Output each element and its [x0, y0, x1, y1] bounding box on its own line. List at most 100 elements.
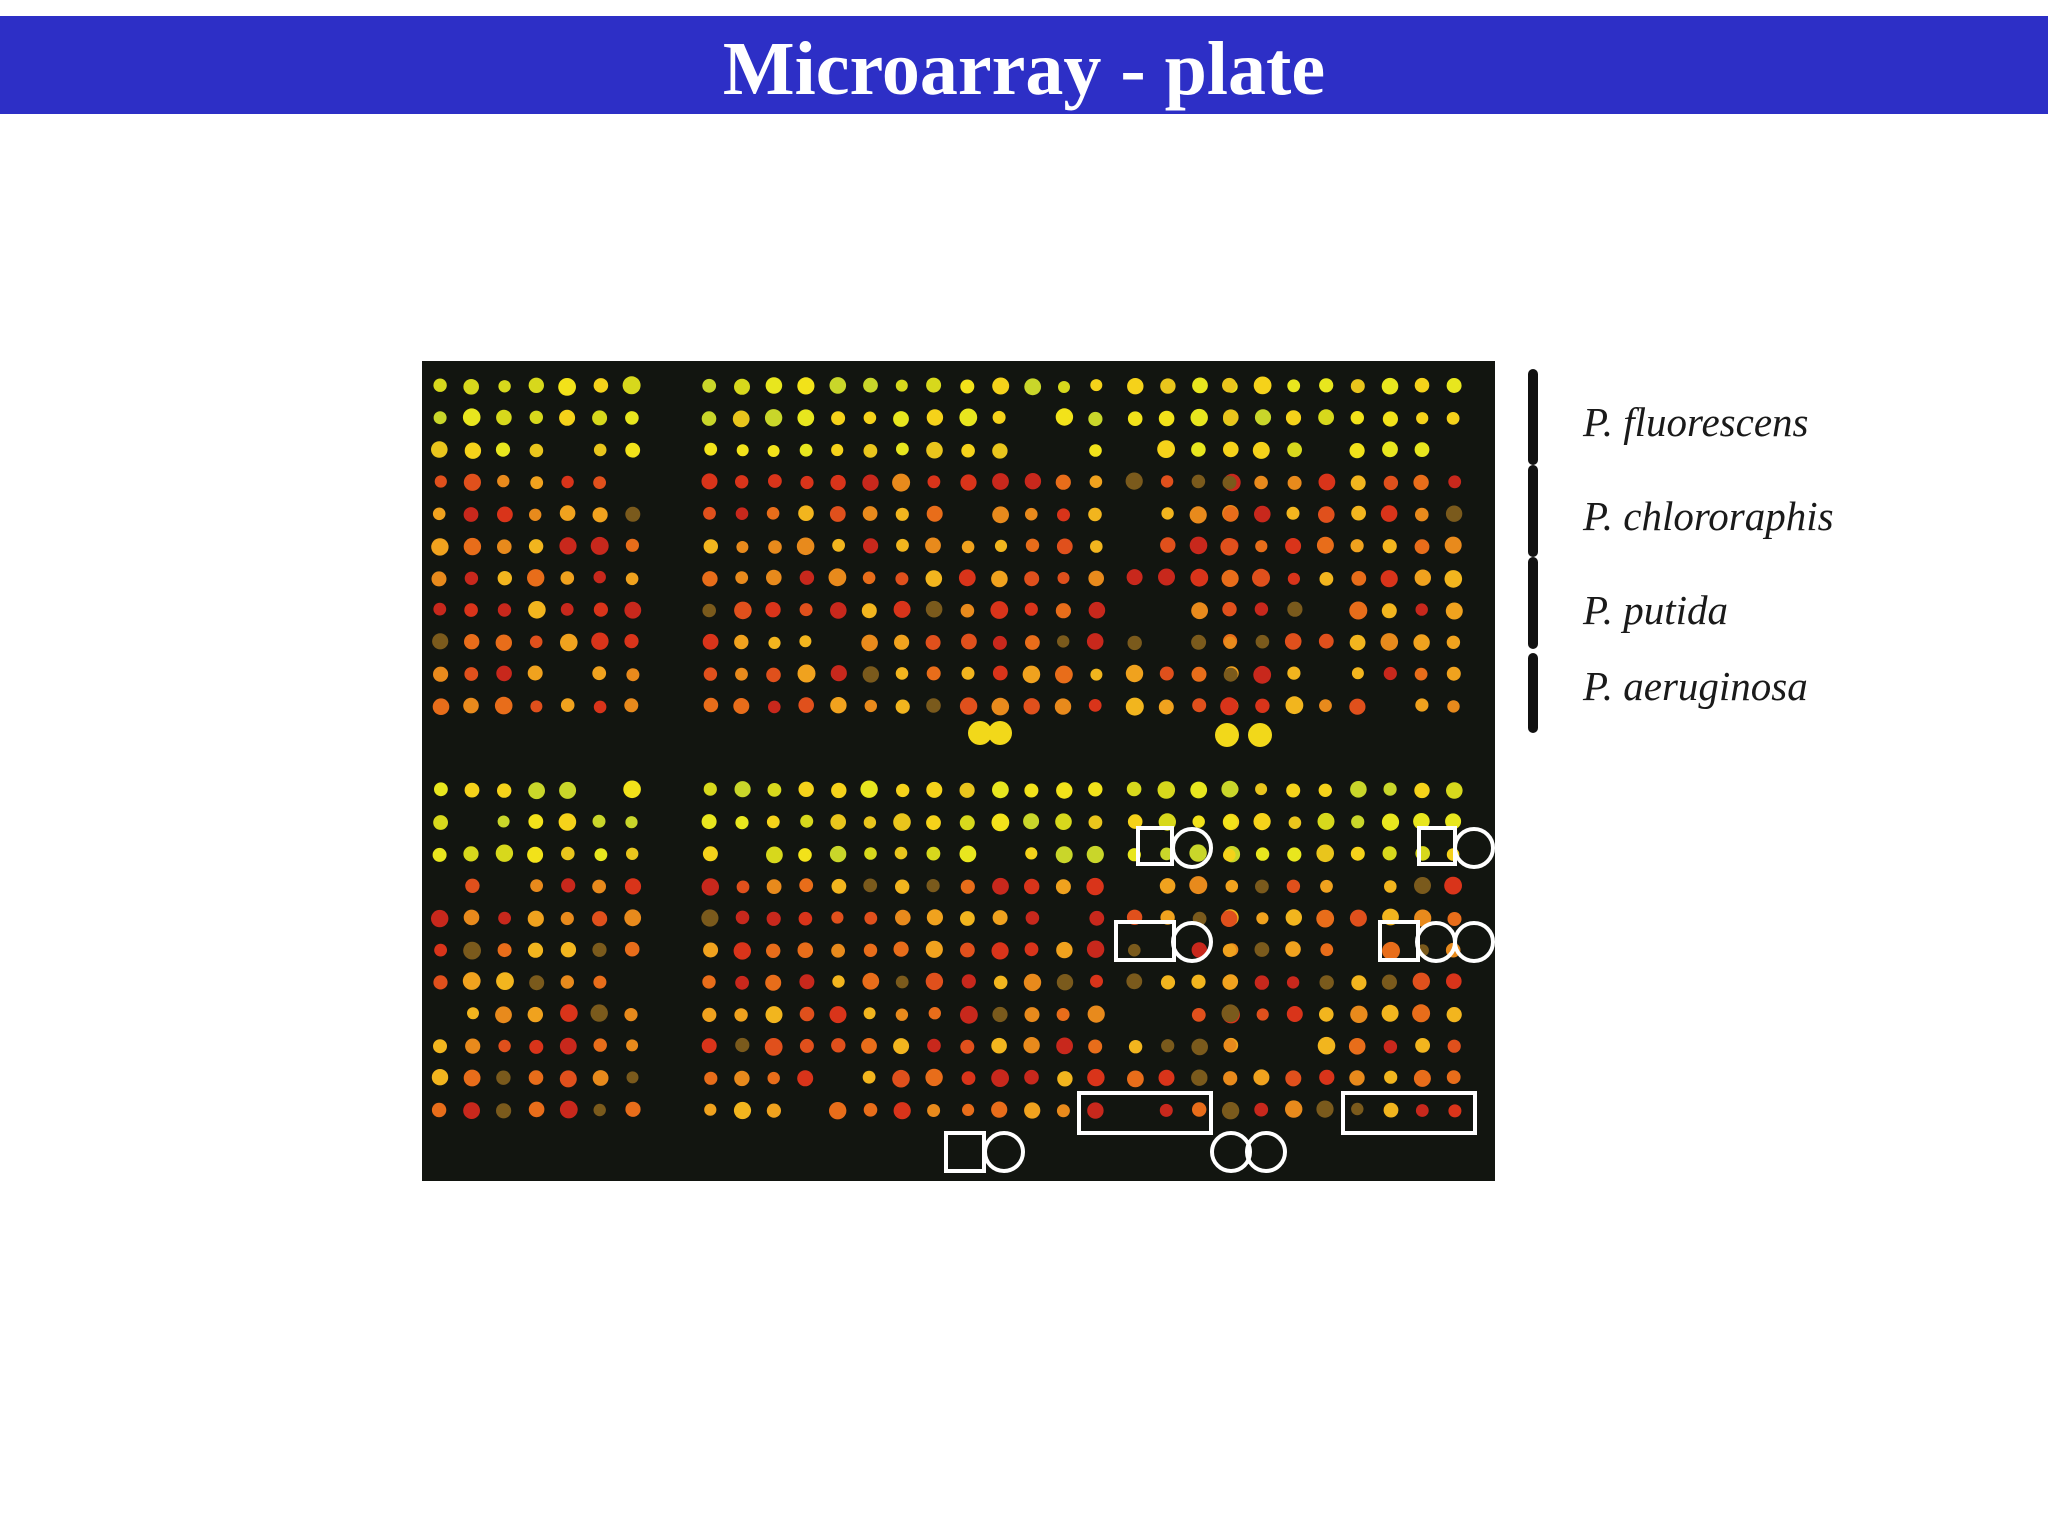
spot-547 [1192, 815, 1205, 828]
spot-659 [1351, 1102, 1364, 1116]
spot-303 [1222, 602, 1237, 617]
spot-512 [991, 942, 1009, 960]
spot-155 [768, 700, 781, 714]
spot-28 [497, 506, 513, 523]
spot-355 [624, 878, 642, 895]
spot-6 [622, 376, 641, 395]
spot-278 [1448, 475, 1462, 489]
spot-394 [592, 1070, 609, 1086]
spot-486 [893, 1102, 911, 1120]
spot-30 [559, 505, 576, 521]
spot-245 [1125, 697, 1144, 716]
spot-399 [528, 1101, 545, 1118]
spot-302 [1444, 570, 1463, 588]
spot-127 [862, 571, 876, 585]
spot-351 [465, 878, 480, 893]
spot-279 [1223, 506, 1239, 522]
spot-301 [1414, 569, 1432, 586]
spot-106 [703, 506, 716, 520]
spot-50 [528, 601, 546, 619]
spot-431 [863, 878, 878, 893]
highlight-circle [1171, 827, 1213, 869]
spot-20 [434, 475, 447, 488]
spot-322 [1383, 666, 1397, 681]
spot-591 [1317, 812, 1335, 830]
spot-294 [1444, 536, 1462, 554]
highlight-markers [944, 826, 1495, 1173]
spot-649 [1285, 1070, 1302, 1087]
spot-178 [992, 506, 1009, 524]
spot-596 [1223, 848, 1236, 862]
spot-70 [530, 700, 543, 713]
spot-604 [1255, 879, 1269, 894]
spot-103 [862, 474, 879, 491]
spot-74 [702, 378, 717, 393]
spot-442 [703, 942, 719, 958]
spot-553 [1159, 878, 1176, 894]
spot-640 [1446, 1007, 1462, 1023]
spot-346 [495, 844, 514, 862]
spot-134 [830, 602, 847, 619]
spot-25 [593, 476, 606, 489]
spot-455 [862, 972, 880, 990]
spot-430 [831, 878, 847, 894]
spot-500 [1055, 846, 1073, 864]
spot-385 [529, 1039, 544, 1054]
spot-172 [1089, 444, 1102, 457]
spot-313 [1318, 633, 1334, 649]
spot-491 [1056, 782, 1073, 799]
spot-247 [1192, 698, 1207, 713]
spot-10 [529, 410, 543, 424]
spot-102 [830, 474, 846, 491]
spot-234 [1158, 568, 1175, 586]
spot-42 [497, 571, 512, 586]
spot-629 [1351, 975, 1367, 991]
spot-75 [734, 378, 750, 395]
spot-286 [1445, 505, 1463, 522]
spot-92 [767, 445, 780, 457]
spot-136 [893, 600, 911, 618]
spot-59 [591, 632, 609, 650]
spot-334 [497, 783, 512, 798]
slide-title: Microarray - plate [722, 27, 1326, 111]
spot-427 [736, 880, 750, 894]
spot-443 [733, 942, 751, 960]
spot-592 [1351, 815, 1365, 829]
spot-380 [590, 1004, 608, 1022]
spot-314 [1349, 634, 1366, 651]
spot-569 [1128, 1040, 1143, 1054]
spot-641 [1223, 1039, 1237, 1052]
spot-216 [1127, 411, 1143, 427]
spot-545 [1127, 814, 1143, 829]
spot-3 [528, 377, 544, 393]
spot-584 [1350, 781, 1367, 798]
spot-218 [1190, 408, 1208, 427]
spot-420 [766, 846, 783, 864]
spot-191 [1088, 570, 1104, 587]
spot-438 [831, 911, 844, 924]
spot-539 [1056, 1104, 1070, 1118]
spot-145 [703, 667, 718, 681]
spot-161 [960, 379, 975, 394]
spot-634 [1256, 1008, 1269, 1021]
spot-567 [1191, 1008, 1206, 1022]
legend-label-putida: P. putida [1583, 587, 1729, 633]
highlight-box [1341, 1091, 1477, 1135]
spot-538 [1024, 1102, 1041, 1119]
legend-label-fluorescens: P. fluorescens [1583, 399, 1809, 445]
spot-397 [463, 1102, 480, 1119]
spot-406 [798, 781, 814, 797]
spot-639 [1412, 1004, 1431, 1023]
spot-515 [1086, 940, 1105, 958]
spot-318 [1223, 667, 1238, 682]
spot-518 [1023, 973, 1042, 992]
spot-80 [895, 379, 908, 392]
spot-642 [1317, 1036, 1336, 1055]
spot-631 [1412, 972, 1431, 990]
spot-404 [734, 781, 751, 798]
spot-263 [1416, 412, 1429, 425]
spot-4 [558, 378, 576, 396]
spot-319 [1253, 665, 1272, 684]
spot-41 [464, 571, 479, 585]
spot-585 [1383, 782, 1397, 796]
